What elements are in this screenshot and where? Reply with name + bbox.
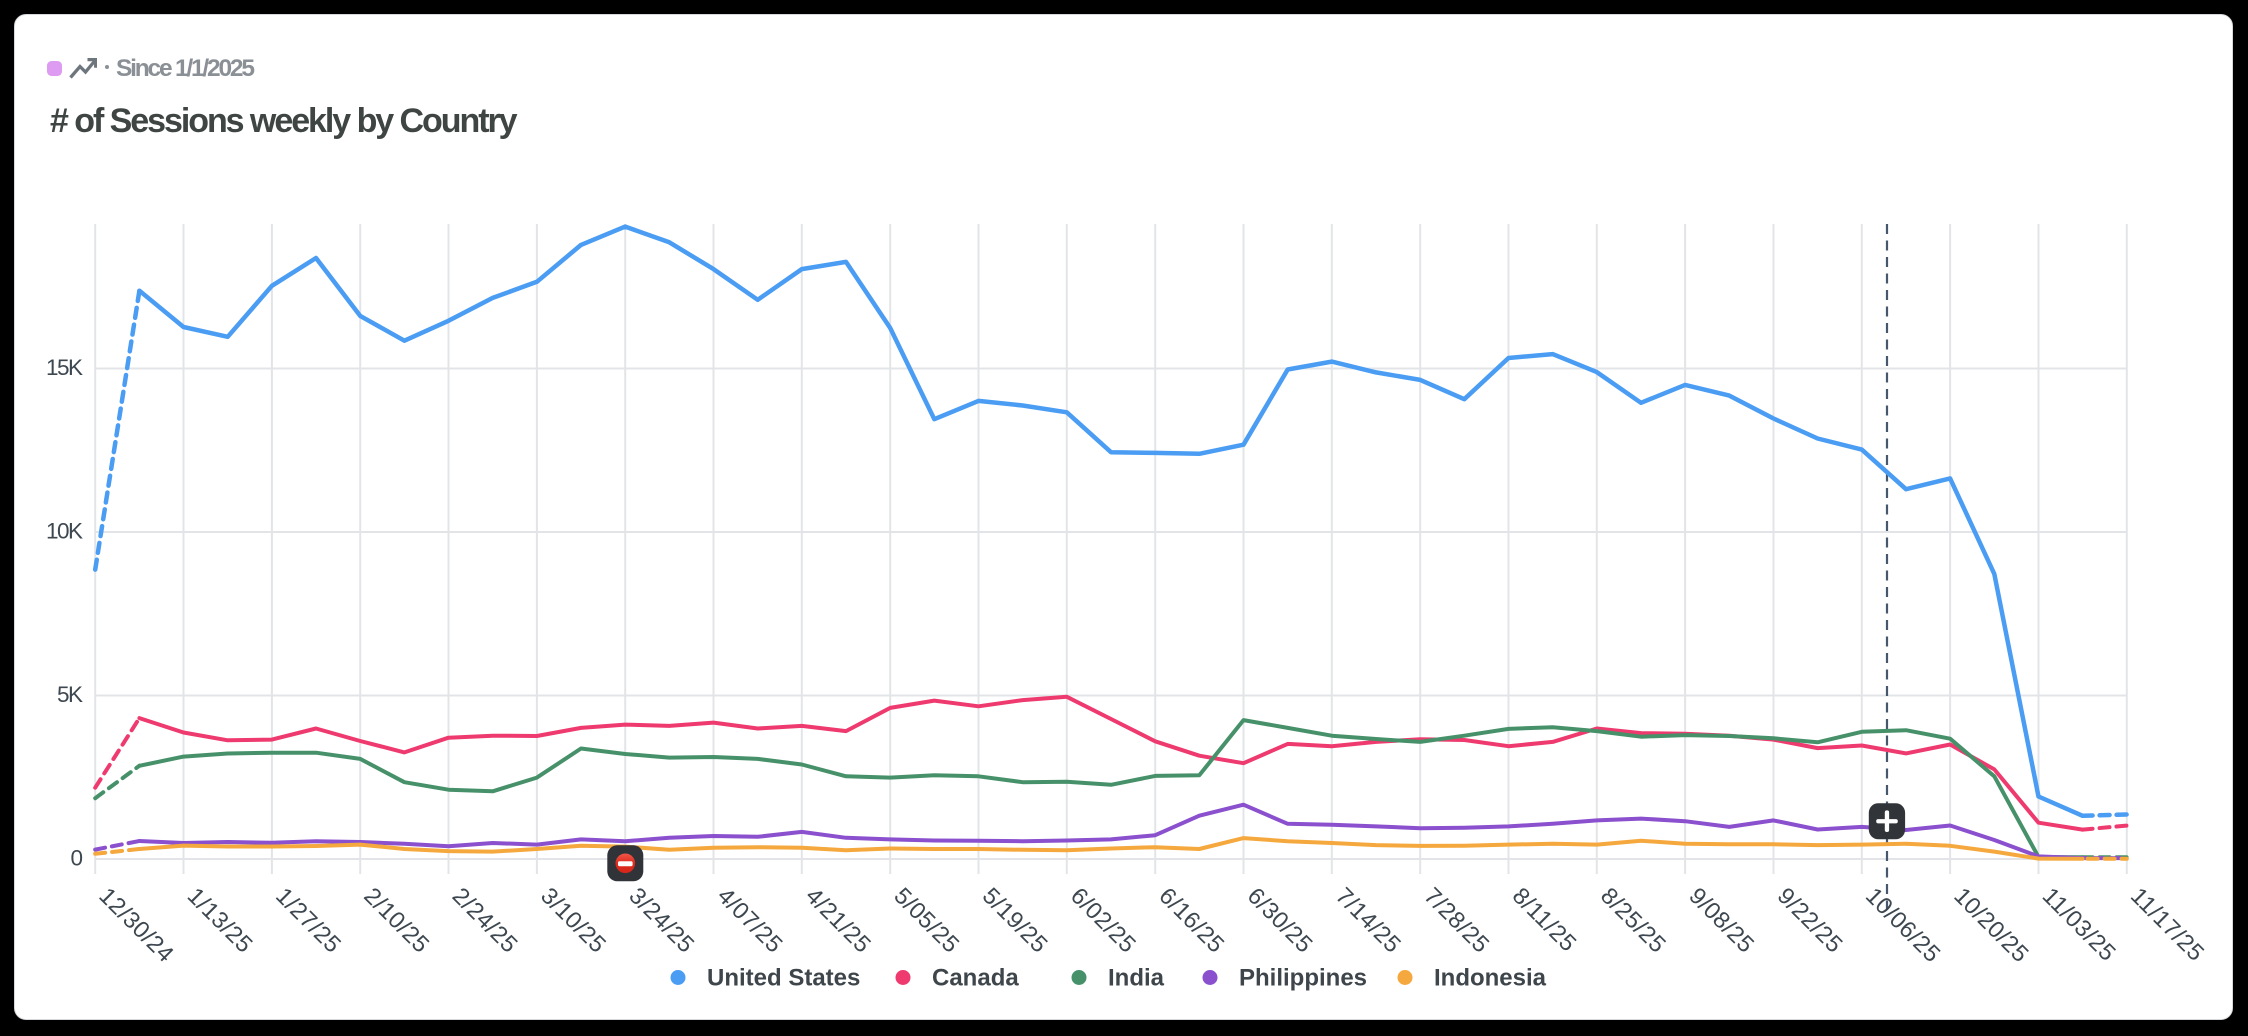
svg-text:Canada: Canada [932, 965, 1019, 992]
svg-text:12/30/24: 12/30/24 [94, 882, 179, 967]
svg-text:2/24/25: 2/24/25 [448, 882, 523, 957]
svg-text:3/10/25: 3/10/25 [536, 882, 611, 957]
svg-text:10/20/25: 10/20/25 [1949, 882, 2034, 967]
svg-text:11/03/25: 11/03/25 [2038, 882, 2122, 966]
svg-text:9/08/25: 9/08/25 [1684, 882, 1759, 957]
svg-text:1/27/25: 1/27/25 [271, 882, 346, 957]
svg-text:0: 0 [70, 846, 82, 871]
svg-text:4/07/25: 4/07/25 [713, 882, 788, 957]
svg-text:6/30/25: 6/30/25 [1243, 882, 1318, 957]
svg-text:5/05/25: 5/05/25 [889, 882, 964, 957]
svg-text:8/11/25: 8/11/25 [1508, 882, 1582, 956]
svg-text:3/24/25: 3/24/25 [624, 882, 699, 957]
svg-text:4/21/25: 4/21/25 [801, 882, 876, 957]
svg-text:Indonesia: Indonesia [1434, 965, 1547, 992]
svg-text:United States: United States [707, 965, 860, 992]
svg-text:1/13/25: 1/13/25 [183, 882, 258, 957]
svg-text:5K: 5K [57, 682, 83, 707]
svg-text:8/25/25: 8/25/25 [1596, 882, 1671, 957]
svg-text:7/28/25: 7/28/25 [1419, 882, 1494, 957]
svg-text:7/14/25: 7/14/25 [1331, 882, 1406, 957]
svg-text:10K: 10K [46, 519, 83, 544]
svg-text:2/10/25: 2/10/25 [359, 882, 434, 957]
svg-text:6/02/25: 6/02/25 [1066, 882, 1141, 957]
svg-text:6/16/25: 6/16/25 [1154, 882, 1229, 957]
svg-text:India: India [1108, 965, 1165, 992]
svg-text:11/17/25: 11/17/25 [2126, 882, 2210, 966]
svg-text:10/06/25: 10/06/25 [1861, 882, 1946, 967]
svg-text:9/22/25: 9/22/25 [1773, 882, 1848, 957]
svg-text:Philippines: Philippines [1239, 965, 1367, 992]
svg-text:15K: 15K [46, 355, 83, 380]
svg-text:5/19/25: 5/19/25 [978, 882, 1053, 957]
